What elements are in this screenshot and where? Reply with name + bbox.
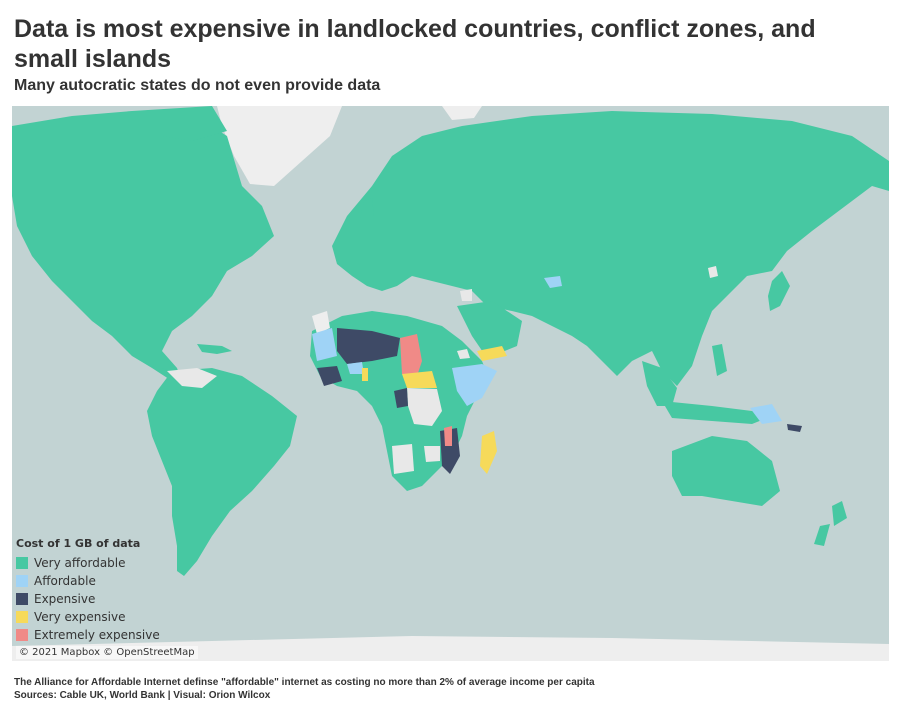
philippines — [712, 344, 727, 376]
footer-note: The Alliance for Affordable Internet def… — [14, 677, 595, 688]
arabia — [457, 301, 522, 358]
legend-item: Expensive — [16, 590, 160, 608]
png — [750, 404, 782, 424]
legend-title: Cost of 1 GB of data — [16, 537, 141, 550]
south-america — [147, 368, 297, 576]
new-zealand-south — [814, 524, 830, 546]
venezuela — [167, 368, 217, 388]
horn-of-africa — [452, 364, 497, 406]
madagascar — [480, 431, 497, 474]
angola — [392, 444, 414, 474]
western-sahara — [312, 311, 330, 334]
map-attribution[interactable]: © 2021 Mapbox © OpenStreetMap — [16, 646, 198, 659]
legend-swatch — [16, 611, 28, 623]
solomon — [787, 424, 802, 432]
world-map[interactable] — [12, 106, 889, 661]
southeast-asia — [642, 361, 677, 406]
legend-item: Extremely expensive — [16, 626, 160, 644]
legend-swatch — [16, 629, 28, 641]
central-africa-nodata — [407, 388, 442, 426]
legend-swatch — [16, 575, 28, 587]
japan — [768, 271, 790, 311]
legend-items: Very affordable Affordable Expensive Very e… — [16, 554, 160, 644]
greenland — [217, 106, 342, 186]
west-africa-expensive — [317, 366, 342, 386]
legend-label: Expensive — [34, 592, 96, 606]
syria — [460, 289, 472, 301]
legend-label: Affordable — [34, 574, 96, 588]
uk — [360, 198, 374, 226]
legend-label: Extremely expensive — [34, 628, 160, 642]
footer-sources: Sources: Cable UK, World Bank | Visual: … — [14, 690, 271, 701]
mauritania — [312, 328, 337, 361]
legend-item: Very expensive — [16, 608, 160, 626]
chart-subtitle: Many autocratic states do not even provi… — [14, 77, 381, 94]
north-america — [12, 111, 274, 396]
svalbard — [442, 106, 482, 120]
burkina — [347, 362, 364, 374]
footer: The Alliance for Affordable Internet def… — [14, 676, 595, 702]
north-korea — [708, 266, 718, 278]
mali-niger — [337, 328, 400, 364]
chart-title: Data is most expensive in landlocked cou… — [14, 15, 816, 73]
legend-swatch — [16, 593, 28, 605]
map-legend: Cost of 1 GB of data Very affordable Affo… — [16, 537, 160, 644]
caribbean — [197, 344, 232, 354]
new-zealand — [832, 501, 847, 526]
arctic-islands — [132, 106, 227, 141]
central-asia-affordable — [544, 276, 562, 288]
legend-item: Affordable — [16, 572, 160, 590]
zimbabwe — [424, 446, 440, 462]
congo-expensive — [394, 388, 408, 408]
eurasia — [332, 111, 889, 386]
yemen — [477, 346, 507, 361]
legend-item: Very affordable — [16, 554, 160, 572]
south-sudan — [402, 371, 437, 388]
australia — [672, 436, 780, 506]
legend-label: Very expensive — [34, 610, 126, 624]
indonesia — [662, 401, 772, 424]
legend-label: Very affordable — [34, 556, 126, 570]
legend-swatch — [16, 557, 28, 569]
map-svg — [12, 106, 889, 661]
eritrea — [457, 349, 470, 359]
benin — [362, 368, 368, 381]
antarctica — [12, 636, 889, 661]
chad — [400, 334, 422, 376]
malawi — [444, 426, 452, 446]
